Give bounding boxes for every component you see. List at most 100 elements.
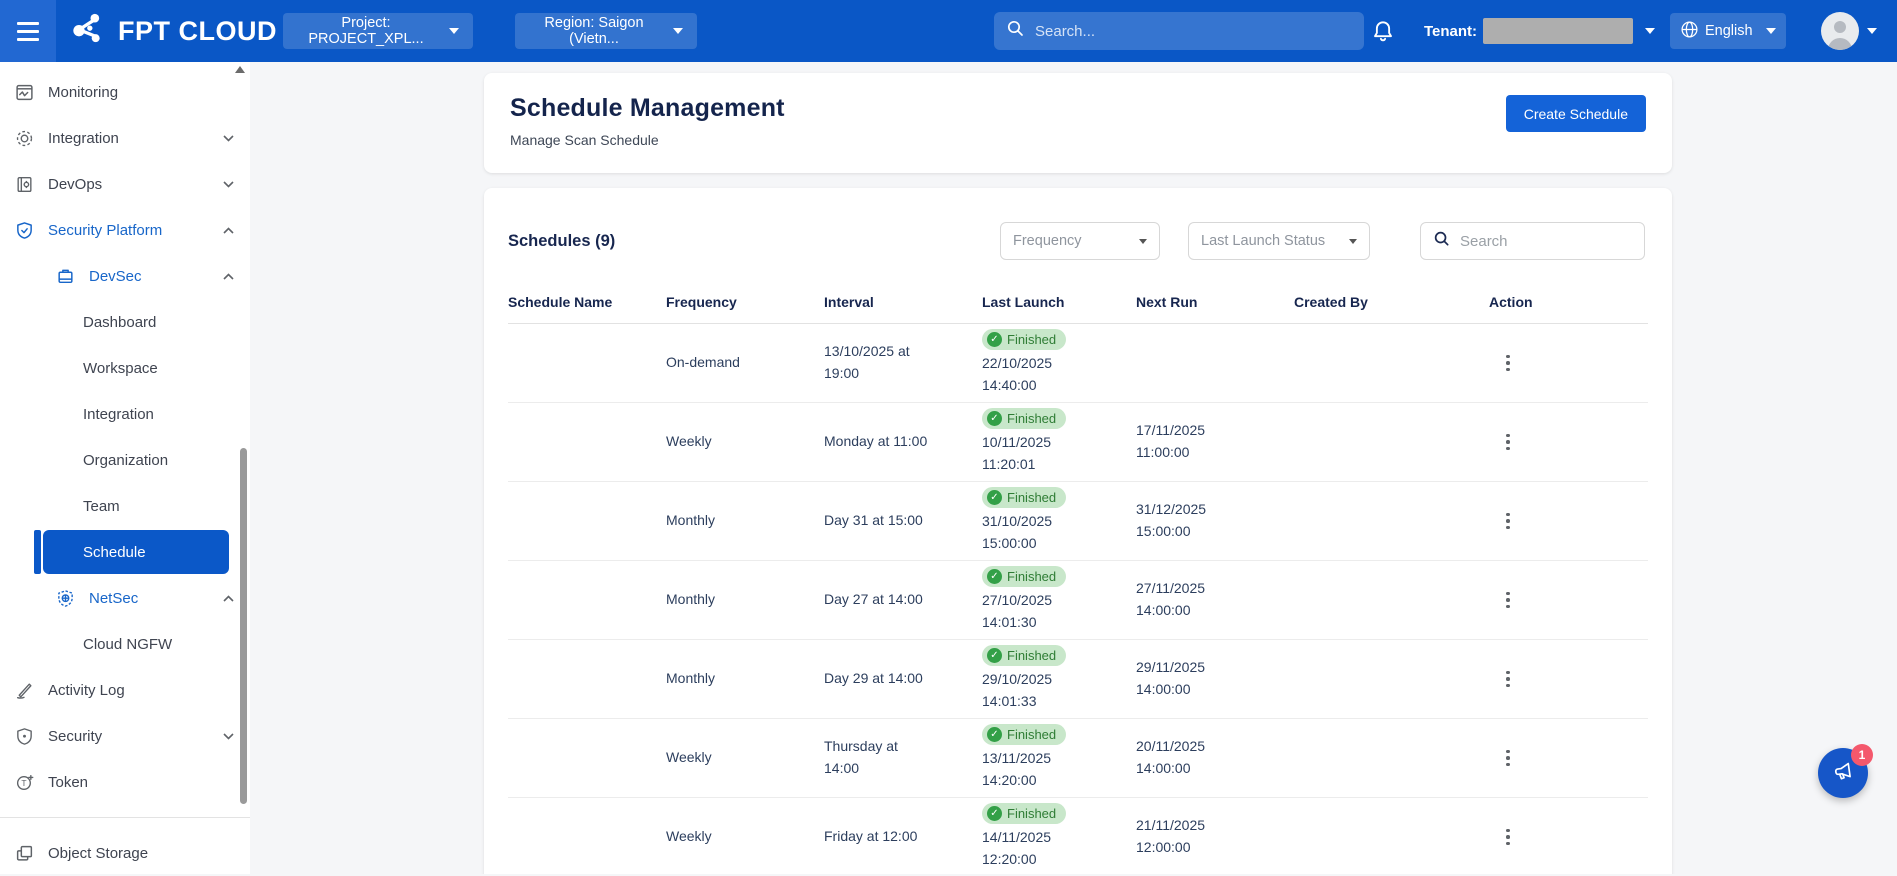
check-icon: ✓ (987, 806, 1002, 821)
sidebar-item-devops[interactable]: DevOps (0, 161, 250, 207)
row-actions-menu-button[interactable] (1495, 349, 1521, 378)
search-icon (1433, 230, 1451, 253)
sidebar-item-monitoring[interactable]: Monitoring (0, 69, 250, 115)
sidebar-item-netsec[interactable]: NetSec (0, 575, 250, 621)
sidebar: Monitoring Integration DevOps Security P… (0, 62, 250, 874)
token-icon: T (14, 772, 34, 792)
next-run-cell: 21/11/2025 12:00:00 (1136, 815, 1222, 858)
globe-icon (1680, 20, 1699, 43)
status-filter-label: Last Launch Status (1201, 233, 1325, 249)
sidebar-item-dashboard[interactable]: Dashboard (0, 299, 250, 345)
sidebar-item-label: DevOps (48, 176, 102, 193)
frequency-cell: Weekly (666, 827, 824, 847)
menu-icon[interactable] (0, 0, 56, 62)
check-icon: ✓ (987, 490, 1002, 505)
table-row: Monthly Day 27 at 14:00 ✓Finished 27/10/… (508, 561, 1648, 640)
table-row: On-demand 13/10/2025 at 19:00 ✓Finished … (508, 324, 1648, 403)
row-actions-menu-button[interactable] (1495, 586, 1521, 615)
tenant-selector[interactable]: Tenant: (1424, 0, 1655, 62)
global-search-input[interactable] (1035, 23, 1352, 40)
sidebar-item-devsec[interactable]: DevSec (0, 253, 250, 299)
sidebar-item-label: Activity Log (48, 682, 125, 699)
sidebar-item-integration[interactable]: Integration (0, 115, 250, 161)
search-icon (1006, 19, 1025, 43)
tenant-label: Tenant: (1424, 23, 1477, 40)
language-label: English (1705, 23, 1753, 39)
sidebar-item-cloud-ngfw[interactable]: Cloud NGFW (0, 621, 250, 667)
table-search (1420, 222, 1645, 260)
tenant-name-redacted (1483, 18, 1633, 44)
chevron-down-icon (1766, 28, 1776, 34)
row-actions-menu-button[interactable] (1495, 823, 1521, 852)
page-subtitle: Manage Scan Schedule (510, 132, 1646, 148)
sidebar-scrollbar[interactable] (240, 448, 247, 804)
last-launch-status-filter-select[interactable]: Last Launch Status (1188, 222, 1370, 260)
user-menu[interactable] (1821, 12, 1877, 50)
sidebar-item-activity-log[interactable]: Activity Log (0, 667, 250, 713)
language-selector[interactable]: English (1670, 13, 1786, 49)
region-selector[interactable]: Region: Saigon (Vietn... (515, 13, 697, 49)
row-actions-menu-button[interactable] (1495, 507, 1521, 536)
notifications-bell-icon[interactable] (1368, 17, 1398, 47)
create-schedule-button[interactable]: Create Schedule (1506, 95, 1646, 132)
next-run-cell: 27/11/2025 14:00:00 (1136, 578, 1222, 621)
interval-cell: Thursday at 14:00 (824, 736, 936, 779)
sidebar-item-label: Token (48, 774, 88, 791)
sidebar-scroll-up-arrow[interactable] (235, 66, 245, 73)
check-icon: ✓ (987, 332, 1002, 347)
chevron-down-icon (223, 135, 234, 142)
integration-icon (14, 128, 34, 148)
frequency-cell: On-demand (666, 353, 824, 373)
check-icon: ✓ (987, 727, 1002, 742)
interval-cell: Friday at 12:00 (824, 826, 936, 848)
row-actions-menu-button[interactable] (1495, 744, 1521, 773)
interval-cell: Day 31 at 15:00 (824, 510, 936, 532)
sidebar-item-security-platform[interactable]: Security Platform (0, 207, 250, 253)
sidebar-item-label: Cloud NGFW (83, 636, 172, 653)
column-header: Interval (824, 294, 982, 310)
frequency-cell: Weekly (666, 432, 824, 452)
sidebar-item-integration-sub[interactable]: Integration (0, 391, 250, 437)
announcements-fab[interactable]: 1 (1818, 748, 1868, 798)
sidebar-item-token[interactable]: T Token (0, 759, 250, 805)
row-actions-menu-button[interactable] (1495, 665, 1521, 694)
sidebar-item-label: NetSec (89, 590, 138, 607)
monitoring-icon (14, 82, 34, 102)
pen-icon (14, 680, 34, 700)
frequency-filter-select[interactable]: Frequency (1000, 222, 1160, 260)
sidebar-item-workspace[interactable]: Workspace (0, 345, 250, 391)
last-launch-time: 22/10/2025 14:40:00 (982, 353, 1068, 396)
status-badge: ✓Finished (982, 724, 1066, 745)
table-row: Monthly Day 31 at 15:00 ✓Finished 31/10/… (508, 482, 1648, 561)
sidebar-item-label: Team (83, 498, 120, 515)
active-indicator-bar (34, 530, 41, 574)
sidebar-item-organization[interactable]: Organization (0, 437, 250, 483)
check-icon: ✓ (987, 569, 1002, 584)
table-search-input[interactable] (1460, 233, 1632, 250)
sidebar-item-label: Organization (83, 452, 168, 469)
last-launch-time: 29/10/2025 14:01:33 (982, 669, 1068, 712)
fpt-cloud-logo[interactable]: FPT CLOUD (68, 0, 277, 62)
chevron-down-icon (1867, 28, 1877, 34)
row-actions-menu-button[interactable] (1495, 428, 1521, 457)
column-header: Schedule Name (508, 294, 666, 310)
sidebar-item-team[interactable]: Team (0, 483, 250, 529)
column-header: Next Run (1136, 294, 1294, 310)
global-search (994, 12, 1364, 50)
sidebar-item-label: Security (48, 728, 102, 745)
chevron-down-icon (223, 733, 234, 740)
shield-icon (14, 220, 34, 240)
sidebar-item-label: Security Platform (48, 222, 162, 239)
sidebar-item-label: Dashboard (83, 314, 156, 331)
project-selector[interactable]: Project: PROJECT_XPL... (283, 13, 473, 49)
interval-cell: Monday at 11:00 (824, 431, 936, 453)
sidebar-item-object-storage[interactable]: Object Storage (0, 830, 250, 876)
schedules-toolbar: Schedules (9) Frequency Last Launch Stat… (484, 188, 1672, 280)
next-run-cell: 31/12/2025 15:00:00 (1136, 499, 1222, 542)
chevron-down-icon (1645, 28, 1655, 34)
table-body: On-demand 13/10/2025 at 19:00 ✓Finished … (484, 324, 1672, 874)
app-body: Monitoring Integration DevOps Security P… (0, 62, 1897, 874)
sidebar-item-schedule[interactable]: Schedule (0, 529, 250, 575)
sidebar-item-label: DevSec (89, 268, 142, 285)
sidebar-item-security[interactable]: Security (0, 713, 250, 759)
